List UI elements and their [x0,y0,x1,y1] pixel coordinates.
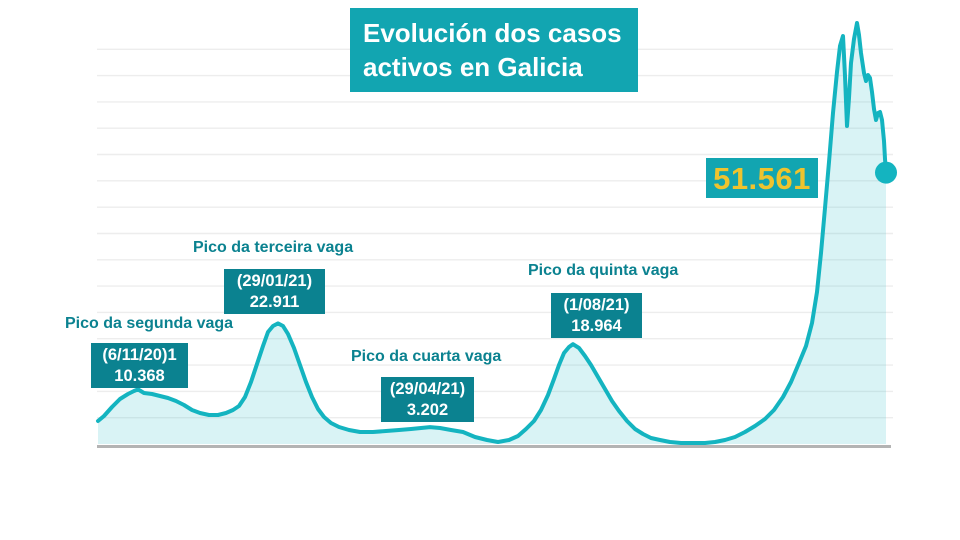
annotation-date: (29/01/21) [236,271,313,290]
current-value-badge: 51.561 [706,158,818,198]
annotation-value: 22.911 [249,292,300,311]
annotation-label-segunda-vaga: Pico da segunda vaga [65,315,234,332]
annotation-box-cuarta-vaga: (29/04/21) 3.202 [381,377,474,422]
trend-line [96,21,888,445]
annotation-label-cuarta-vaga: Pico da cuarta vaga [351,348,502,365]
annotation-box-quinta-vaga: (1/08/21) 18.964 [551,293,642,338]
annotation-date: (6/11/20)1 [102,345,177,364]
annotation-box-terceira-vaga: (29/01/21) 22.911 [224,269,325,314]
chart-title-line2: activos en Galicia [363,52,583,82]
endpoint-dot [875,161,897,184]
current-value-text: 51.561 [713,161,811,196]
annotation-date: (1/08/21) [563,295,630,314]
chart-title-line1: Evolución dos casos [363,18,622,48]
annotation-label-quinta-vaga: Pico da quinta vaga [528,262,679,279]
chart-title: Evolución dos casos activos en Galicia [350,8,638,92]
annotation-box-segunda-vaga: (6/11/20)1 10.368 [91,343,188,388]
annotation-value: 18.964 [571,316,622,335]
annotation-label-terceira-vaga: Pico da terceira vaga [193,239,354,256]
annotation-value: 10.368 [114,366,165,385]
annotation-date: (29/04/21) [389,379,466,398]
annotation-value: 3.202 [406,400,449,419]
